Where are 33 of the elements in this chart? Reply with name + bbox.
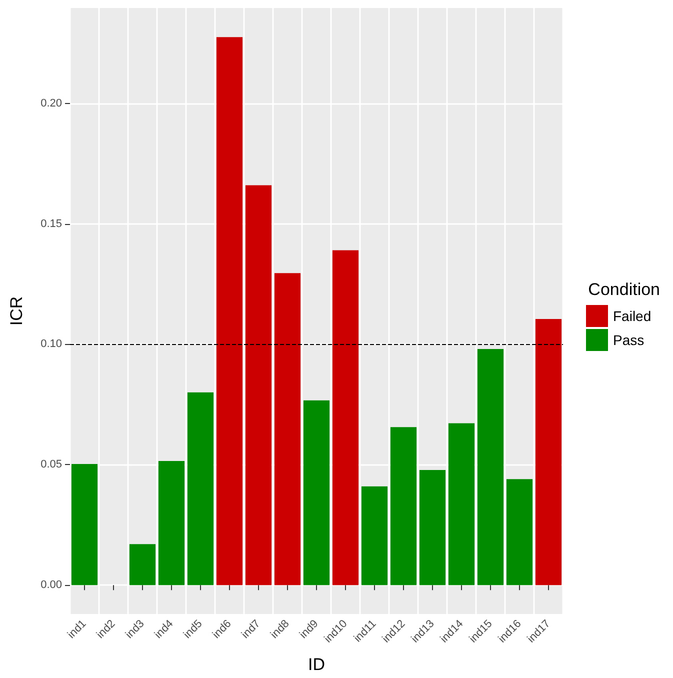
bar xyxy=(187,392,214,586)
y-tick-label: 0.15 xyxy=(40,218,62,230)
x-tick-label: ind3 xyxy=(124,618,147,641)
x-axis-title: ID xyxy=(308,655,325,674)
legend-label: Pass xyxy=(613,332,644,348)
y-tick-label: 0.20 xyxy=(40,97,62,110)
bar xyxy=(506,479,533,586)
legend-label: Failed xyxy=(613,308,652,324)
bar xyxy=(71,464,98,586)
bar xyxy=(216,37,243,586)
bar xyxy=(303,400,330,586)
y-tick-label: 0.00 xyxy=(40,579,62,592)
x-tick-label: ind4 xyxy=(152,618,176,641)
bar xyxy=(535,318,562,586)
y-tick-label: 0.10 xyxy=(40,338,62,350)
bar xyxy=(274,273,301,586)
x-tick-label: ind8 xyxy=(268,618,292,641)
x-tick-label: ind6 xyxy=(210,618,234,641)
legend-title: Condition xyxy=(588,280,660,299)
bar xyxy=(419,470,446,586)
y-axis-title: ICR xyxy=(7,296,26,326)
bar xyxy=(158,461,185,586)
bar xyxy=(332,250,359,586)
bar xyxy=(129,544,156,586)
x-tick-label: ind9 xyxy=(298,618,321,641)
bar xyxy=(245,185,272,586)
x-tick-label: ind1 xyxy=(66,618,89,641)
x-tick-label: ind2 xyxy=(94,618,118,641)
bar xyxy=(361,486,388,586)
bar xyxy=(477,349,504,586)
bar xyxy=(448,423,475,586)
bar xyxy=(390,427,417,586)
y-tick-label: 0.05 xyxy=(40,458,62,471)
